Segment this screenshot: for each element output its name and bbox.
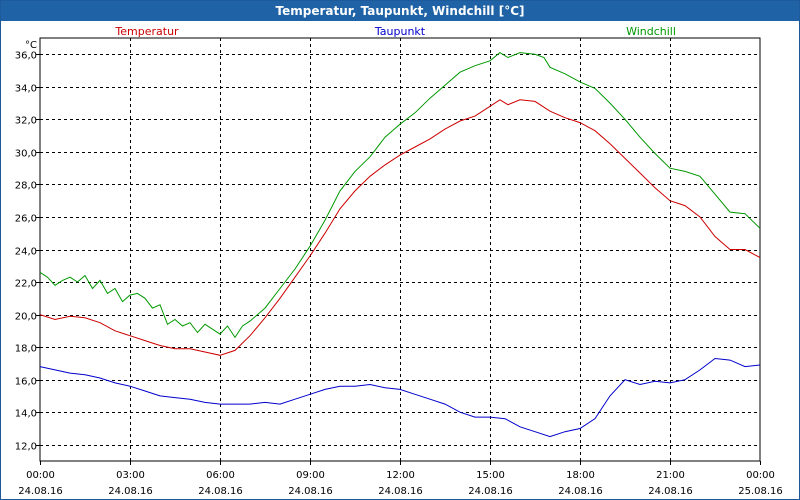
series-line-temperatur xyxy=(39,99,761,356)
legend-label-temperatur: Temperatur xyxy=(114,25,179,38)
legend-label-windchill: Windchill xyxy=(626,25,676,38)
y-tick-label: 30,0 xyxy=(15,149,37,160)
window-title: Temperatur, Taupunkt, Windchill [°C] xyxy=(1,1,799,21)
y-tick-label: 28,0 xyxy=(15,181,37,192)
y-axis-unit-label: °C xyxy=(25,40,37,51)
x-tick-time-label: 12:00 xyxy=(386,470,415,481)
x-tick-time-label: 00:00 xyxy=(26,470,55,481)
x-tick-time-label: 21:00 xyxy=(656,470,685,481)
x-tick-date-label: 24.08.16 xyxy=(108,486,153,497)
x-tick-date-label: 24.08.16 xyxy=(468,486,513,497)
series-line-taupunkt xyxy=(39,357,761,438)
series-line-windchill xyxy=(39,51,761,339)
x-tick-date-label: 24.08.16 xyxy=(18,486,63,497)
x-tick-date-label: 24.08.16 xyxy=(198,486,243,497)
x-tick-time-label: 03:00 xyxy=(116,470,145,481)
y-tick-label: 12,0 xyxy=(15,442,37,453)
x-tick-time-label: 18:00 xyxy=(566,470,595,481)
y-tick-label: 32,0 xyxy=(15,116,37,127)
legend-label-taupunkt: Taupunkt xyxy=(374,25,426,38)
x-tick-time-label: 06:00 xyxy=(206,470,235,481)
x-tick-date-label: 24.08.16 xyxy=(558,486,603,497)
y-tick-label: 36,0 xyxy=(15,51,37,62)
y-tick-label: 22,0 xyxy=(15,279,37,290)
x-tick-date-label: 24.08.16 xyxy=(648,486,693,497)
x-tick-time-label: 15:00 xyxy=(476,470,505,481)
y-tick-label: 26,0 xyxy=(15,214,37,225)
y-tick-label: 18,0 xyxy=(15,344,37,355)
x-tick-date-label: 25.08.16 xyxy=(738,486,783,497)
y-tick-label: 14,0 xyxy=(15,409,37,420)
x-tick-time-label: 00:00 xyxy=(746,470,775,481)
x-tick-date-label: 24.08.16 xyxy=(378,486,423,497)
x-tick-date-label: 24.08.16 xyxy=(288,486,333,497)
y-tick-label: 16,0 xyxy=(15,377,37,388)
y-tick-label: 34,0 xyxy=(15,84,37,95)
y-tick-label: 20,0 xyxy=(15,312,37,323)
x-tick-time-label: 09:00 xyxy=(296,470,325,481)
y-tick-label: 24,0 xyxy=(15,247,37,258)
